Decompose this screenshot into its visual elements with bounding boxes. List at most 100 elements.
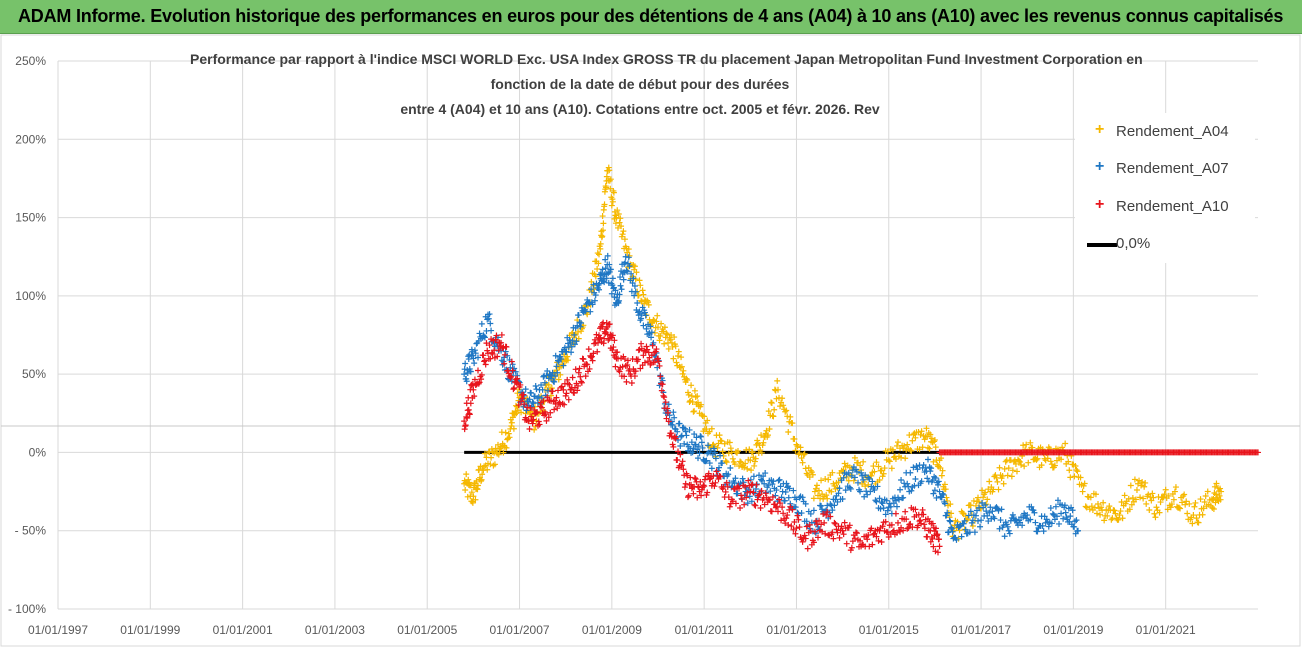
series-mark [1027,516,1034,523]
series-mark [658,320,665,327]
series-mark [503,444,510,451]
series-mark [1033,456,1040,463]
series-mark [672,435,679,442]
series-mark [551,373,558,380]
series-mark [468,489,475,496]
series-mark [671,334,678,341]
series-mark [833,526,840,533]
series-mark [645,330,652,337]
series-mark [752,502,759,509]
data-point [784,512,791,519]
series-mark [588,353,595,360]
series-mark [1061,502,1068,509]
series-mark [668,430,675,437]
series-mark [618,286,625,293]
series-mark [599,233,606,240]
series-mark [556,364,563,371]
series-mark [631,292,638,299]
series-mark [1092,491,1099,498]
series-mark [514,390,521,397]
series-mark [1001,465,1008,472]
series-mark [972,512,979,519]
series-mark [904,525,911,532]
series-mark [643,343,650,350]
series-mark [1213,480,1220,487]
series-mark [997,517,1004,524]
series-mark [479,471,486,478]
series-mark [857,462,864,469]
series-mark [563,390,570,397]
series-mark [839,496,846,503]
series-mark [485,315,492,322]
x-tick-label: 01/01/2003 [305,623,365,637]
series-mark [462,422,469,429]
series-mark [645,358,651,365]
series-mark [729,455,736,462]
series-mark [879,500,886,507]
series-mark [770,413,777,420]
series-mark [548,392,555,399]
series-mark [799,538,806,545]
series-mark [1051,462,1058,469]
series-mark [897,486,904,493]
series-mark [678,462,685,469]
series-mark [671,414,678,421]
series-mark [486,342,493,349]
series-mark [716,432,723,439]
series-mark [967,508,974,515]
series-mark [565,340,571,347]
series-mark [707,447,714,454]
series-mark [694,494,701,501]
series-mark [540,373,547,380]
series-mark [638,340,645,347]
series-mark [773,487,780,494]
series-mark [931,528,938,535]
series-mark [879,523,886,530]
series-mark [1083,504,1090,511]
series-mark [684,377,691,383]
series-mark [933,494,940,501]
series-mark [1217,496,1224,503]
series-mark [1086,506,1093,513]
series-mark [949,528,956,535]
series-mark [518,398,525,405]
series-mark [551,406,558,413]
series-mark [768,508,775,515]
series-mark [612,287,619,294]
series-mark [1038,462,1045,469]
series-mark [865,532,872,539]
data-point [682,480,689,487]
series-mark [698,401,705,408]
series-mark [623,378,630,385]
series-mark [792,530,799,537]
series-mark [1023,441,1030,448]
series-mark [883,456,890,463]
series-mark [568,349,575,356]
series-mark [612,220,619,227]
series-mark [800,535,807,542]
series-mark [531,426,538,433]
series-mark [745,456,752,463]
series-mark [507,374,514,381]
series-mark [723,479,730,486]
series-mark [892,456,899,463]
series-mark [971,529,978,536]
series-mark [815,534,821,541]
series-mark [919,506,926,513]
chart-title-line-1: Performance par rapport à l'indice MSCI … [190,51,1143,67]
series-mark [862,483,869,490]
series-mark [685,492,692,499]
series-mark [993,474,1000,481]
series-mark [769,481,776,488]
series-mark [596,286,603,293]
series-mark [1047,458,1054,465]
series-mark [900,494,907,501]
series-mark [932,525,939,532]
series-mark [934,531,941,538]
data-point [553,394,560,401]
series-mark [1032,519,1039,526]
series-mark [637,282,644,289]
series-mark [920,511,927,518]
series-mark [831,502,838,509]
legend-label-zero: 0,0% [1116,235,1151,252]
